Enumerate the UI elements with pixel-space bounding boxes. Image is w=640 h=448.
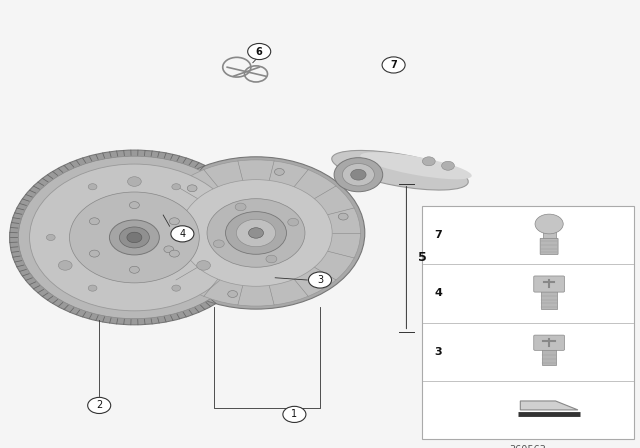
Circle shape [535,214,563,234]
Circle shape [19,156,250,319]
Circle shape [109,220,159,255]
Circle shape [207,198,305,267]
Circle shape [283,406,306,422]
FancyBboxPatch shape [534,335,564,350]
Circle shape [288,218,299,226]
Text: 4: 4 [179,229,186,239]
Circle shape [351,169,366,180]
Circle shape [172,184,180,190]
Circle shape [228,291,237,297]
Text: 5: 5 [418,251,427,264]
Text: 7: 7 [390,60,397,70]
Circle shape [442,161,454,170]
FancyBboxPatch shape [422,206,634,439]
Circle shape [213,240,224,248]
Circle shape [58,261,72,270]
Circle shape [70,192,199,283]
Circle shape [266,255,277,263]
Ellipse shape [332,151,468,190]
Text: 7: 7 [435,230,442,240]
Circle shape [315,274,324,281]
Circle shape [88,184,97,190]
Circle shape [29,164,239,311]
Circle shape [88,285,97,291]
Circle shape [147,157,365,309]
Circle shape [172,285,180,291]
Circle shape [235,203,246,211]
Circle shape [248,228,264,238]
Circle shape [127,232,142,243]
Circle shape [88,397,111,414]
Circle shape [225,211,287,254]
Circle shape [275,168,284,175]
Text: 4: 4 [435,289,442,298]
Text: 360563: 360563 [509,445,547,448]
Text: 3: 3 [317,275,323,285]
Circle shape [90,218,99,225]
Ellipse shape [360,152,472,179]
Circle shape [127,177,141,186]
Circle shape [339,213,348,220]
Circle shape [236,219,276,247]
Circle shape [47,234,55,241]
Circle shape [10,150,259,325]
Text: 3: 3 [435,347,442,357]
Circle shape [129,202,140,209]
Circle shape [164,246,173,253]
FancyBboxPatch shape [541,290,557,309]
FancyBboxPatch shape [534,276,564,292]
FancyBboxPatch shape [543,223,556,240]
FancyBboxPatch shape [542,349,556,365]
Circle shape [248,43,271,60]
Circle shape [422,157,435,166]
Circle shape [170,250,179,257]
Circle shape [129,266,140,273]
Circle shape [171,226,194,242]
Circle shape [120,227,149,248]
Circle shape [382,57,405,73]
Text: 1: 1 [291,409,298,419]
Circle shape [90,250,99,257]
Circle shape [170,218,179,225]
Circle shape [308,272,332,288]
Circle shape [214,234,222,241]
Text: 6: 6 [256,47,262,56]
Circle shape [180,180,332,286]
Text: 2: 2 [96,401,102,410]
FancyBboxPatch shape [540,238,558,254]
Circle shape [334,158,383,192]
Circle shape [188,185,197,192]
Polygon shape [520,401,578,410]
Circle shape [196,261,211,270]
Circle shape [152,160,360,306]
Circle shape [342,164,374,186]
